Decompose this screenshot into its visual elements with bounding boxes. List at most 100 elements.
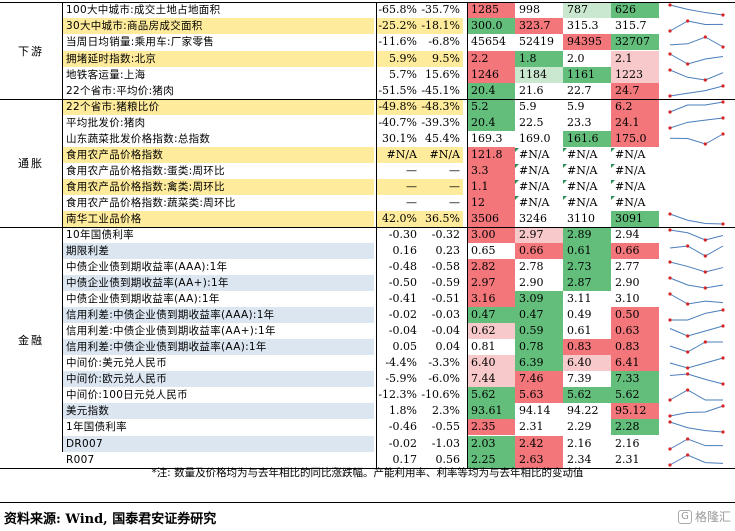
value-cell-week-3: 3110 — [567, 212, 595, 225]
sparkline-line — [669, 293, 724, 305]
sparkline-point — [703, 286, 707, 290]
sparkline-point — [703, 238, 707, 242]
yoy-change-2: -0.03 — [431, 308, 460, 321]
yoy-change-1: -51.5% — [378, 84, 417, 97]
indicator-name: 食用农产品价格指数:蛋类:周环比 — [66, 165, 225, 177]
indicator-name: 信用利差:中债企业债到期收益率(AA):1年 — [62, 339, 374, 355]
table-row: 南华工业品价格 42.0% 36.5% 3506 3246 3110 3091 — [0, 211, 735, 227]
yoy-change-1: -0.02 — [388, 308, 417, 321]
source-caption: 资料来源: Wind, 国泰君安证券研究 — [4, 512, 217, 527]
sparkline — [668, 420, 725, 434]
value-cell-week-2: #N/A — [515, 163, 563, 179]
value-cell-week-1: 3.16 — [467, 291, 515, 307]
sparkline-point — [721, 222, 725, 226]
sparkline-point — [686, 334, 690, 338]
yoy-change-2: -0.58 — [431, 260, 460, 273]
yoy-change-1: -0.41 — [388, 292, 417, 305]
yoy-change-2: -48.3% — [420, 99, 463, 115]
value-cell-week-3: 23.3 — [567, 116, 592, 129]
value-cell-week-2: 22.5 — [519, 116, 544, 129]
watermark: G 格隆汇 — [677, 508, 731, 525]
yoy-change-1: -11.6% — [378, 35, 417, 48]
yoy-change-1: 5.7% — [389, 68, 417, 81]
yoy-change-1: — — [376, 179, 420, 195]
sparkline-line — [669, 101, 724, 113]
sparkline — [668, 100, 725, 114]
yoy-change-1: -0.04 — [388, 324, 417, 337]
table-row: 信用利差:中债企业债到期收益率(AA):1年 0.05 0.04 0.81 0.78 0.… — [0, 339, 735, 355]
value-cell-week-1: 2.25 — [467, 452, 515, 468]
error-flag-icon — [611, 196, 615, 200]
value-cell-week-3: 2.89 — [563, 227, 611, 243]
value-cell-week-1: 1246 — [467, 67, 515, 83]
value-cell-week-4: #N/A — [611, 179, 659, 195]
sparkline-line — [669, 20, 724, 32]
sparkline — [668, 308, 725, 322]
sparkline — [668, 260, 724, 274]
indicator-name: 信用利差:中债企业债到期收益率(AA+):1年 — [66, 325, 276, 337]
sparkline-point — [721, 45, 725, 49]
indicator-name: R007 — [66, 454, 95, 466]
value-cell-week-1: 0.81 — [471, 340, 496, 353]
watermark-text: 格隆汇 — [694, 510, 731, 524]
indicator-name: 22个省市:猪粮比价 — [62, 99, 374, 115]
value-cell-week-1: 300.0 — [467, 18, 515, 34]
sparkline-line — [669, 405, 724, 417]
yoy-change-2: 0.23 — [435, 244, 461, 257]
value-cell-week-4: 6.41 — [611, 355, 659, 371]
value-cell-week-1: 1285 — [467, 2, 515, 18]
value-cell-week-4: 2.28 — [611, 419, 659, 435]
group-divider — [0, 227, 735, 228]
sparkline-point — [668, 260, 672, 264]
yoy-change-2: -0.59 — [431, 276, 460, 289]
yoy-change-1: 0.05 — [392, 340, 418, 353]
sparkline — [668, 84, 725, 98]
sparkline-point — [668, 420, 672, 424]
value-cell-week-4: 6.2 — [611, 99, 659, 115]
value-cell-week-2: 0.59 — [515, 323, 563, 339]
value-cell-week-3: 2.16 — [567, 437, 592, 450]
value-cell-week-4: 315.7 — [615, 19, 647, 32]
value-cell-week-1: 45654 — [471, 35, 506, 48]
value-cell-week-3: 94.22 — [567, 404, 599, 417]
sparkline-point — [668, 414, 672, 418]
sparkline — [664, 195, 729, 211]
table-row: 地铁客运量:上海 5.7% 15.6% 1246 1184 1161 1223 — [0, 67, 735, 83]
value-cell-week-4: 175.0 — [611, 131, 659, 147]
indicator-name: 30大中城市:商品房成交面积 — [62, 18, 374, 34]
table-row: 中间价:美元兑人民币 -4.4% -3.3% 6.40 6.39 6.40 6.41 — [0, 355, 735, 371]
indicator-name: 期限利差 — [62, 243, 374, 259]
yoy-change-1: -0.46 — [388, 420, 417, 433]
sparkline-point — [668, 3, 672, 7]
value-cell-week-3: 2.0 — [567, 52, 585, 65]
value-cell-week-4: 5.62 — [611, 387, 659, 403]
sparkline-line — [669, 213, 724, 225]
table-row: 信用利差:中债企业债到期收益率(AAA):1年 -0.02 -0.03 0.47 0.4… — [0, 307, 735, 323]
error-flag-icon — [515, 148, 519, 152]
column-divider — [376, 2, 377, 468]
sparkline-line — [669, 341, 723, 353]
value-cell-week-2: 2.31 — [519, 420, 544, 433]
value-cell-week-2: 5.9 — [519, 100, 537, 113]
value-cell-week-2: #N/A — [515, 147, 563, 163]
value-cell-week-4: 32707 — [611, 34, 659, 50]
sparkline-line — [669, 53, 724, 65]
yoy-change-2: 0.04 — [435, 340, 461, 353]
sparkline-point — [686, 437, 690, 441]
source-divider — [0, 502, 735, 503]
value-cell-week-3: 0.49 — [567, 308, 592, 321]
indicator-name: 信用利差:中债企业债到期收益率(AAA):1年 — [62, 307, 374, 323]
value-cell-week-2: 998 — [519, 3, 540, 16]
group-divider — [0, 468, 735, 469]
yoy-change-2: #N/A — [420, 147, 463, 163]
sparkline-point — [703, 270, 707, 274]
sparkline — [668, 116, 725, 130]
table-row: 1年国债利率 -0.46 -0.55 2.35 2.31 2.29 2.28 — [0, 419, 735, 435]
indicator-name: 南华工业品价格 — [62, 211, 374, 227]
value-cell-week-1: 20.4 — [467, 83, 515, 99]
sparkline-line — [669, 454, 724, 466]
value-cell-week-4: 626 — [611, 2, 659, 18]
group-label: 通胀 — [0, 99, 63, 227]
value-cell-week-1: 0.62 — [467, 323, 515, 339]
yoy-change-1: -65.8% — [378, 3, 417, 16]
